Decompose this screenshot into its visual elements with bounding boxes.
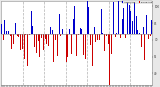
Bar <box>85 34 86 59</box>
Bar <box>69 29 70 34</box>
Bar <box>48 34 49 46</box>
Bar <box>136 16 137 34</box>
Bar <box>66 34 67 62</box>
Bar <box>36 34 37 53</box>
Bar <box>118 1 119 34</box>
Bar <box>83 34 84 55</box>
Bar <box>151 20 152 34</box>
Bar <box>125 34 126 38</box>
Bar <box>102 33 103 34</box>
Bar <box>23 29 24 34</box>
Bar <box>46 34 47 44</box>
Bar <box>68 34 69 54</box>
Bar <box>22 34 23 49</box>
Bar <box>15 23 16 34</box>
Bar <box>97 34 98 40</box>
Bar <box>62 29 63 34</box>
Bar <box>76 34 77 56</box>
Bar <box>95 34 96 42</box>
Bar <box>113 2 114 34</box>
Bar <box>111 34 112 54</box>
Bar <box>127 1 128 34</box>
Bar <box>50 27 51 34</box>
Bar <box>123 8 124 34</box>
Bar <box>130 11 131 34</box>
Bar <box>71 34 72 54</box>
Bar <box>55 34 56 40</box>
Bar <box>29 34 30 35</box>
Bar <box>150 34 151 36</box>
Bar <box>124 13 125 34</box>
Bar <box>8 31 9 34</box>
Bar <box>38 34 39 41</box>
Bar <box>51 34 52 60</box>
Bar <box>74 6 75 34</box>
Bar <box>141 34 142 47</box>
Bar <box>101 9 102 34</box>
Bar <box>96 23 97 34</box>
Bar <box>80 28 81 34</box>
Bar <box>129 5 130 34</box>
Bar <box>57 34 58 56</box>
Bar <box>18 34 19 37</box>
Bar <box>67 34 68 57</box>
Bar <box>108 34 109 44</box>
Bar <box>146 15 147 34</box>
Bar <box>45 34 46 39</box>
Bar <box>20 34 21 50</box>
Bar <box>11 34 12 49</box>
Bar <box>122 19 123 34</box>
Bar <box>107 34 108 40</box>
Bar <box>104 34 105 51</box>
Bar <box>27 34 28 66</box>
Bar <box>99 34 100 40</box>
Bar <box>24 34 25 59</box>
Bar <box>134 1 135 34</box>
Bar <box>40 34 41 73</box>
Bar <box>120 34 121 38</box>
Bar <box>139 33 140 34</box>
Bar <box>13 34 14 44</box>
Legend: Above Avg, Below Avg: Above Avg, Below Avg <box>122 1 152 3</box>
Bar <box>34 34 35 48</box>
Bar <box>10 34 11 36</box>
Bar <box>106 34 107 35</box>
Bar <box>79 34 80 64</box>
Bar <box>1 24 2 34</box>
Bar <box>73 19 74 34</box>
Bar <box>92 34 93 66</box>
Bar <box>52 30 53 34</box>
Bar <box>90 34 91 45</box>
Bar <box>43 34 44 50</box>
Bar <box>78 34 79 35</box>
Bar <box>94 27 95 34</box>
Bar <box>12 31 13 34</box>
Bar <box>135 34 136 53</box>
Bar <box>148 34 149 39</box>
Bar <box>6 31 7 34</box>
Bar <box>41 34 42 38</box>
Bar <box>17 34 18 36</box>
Bar <box>132 21 133 34</box>
Bar <box>39 34 40 57</box>
